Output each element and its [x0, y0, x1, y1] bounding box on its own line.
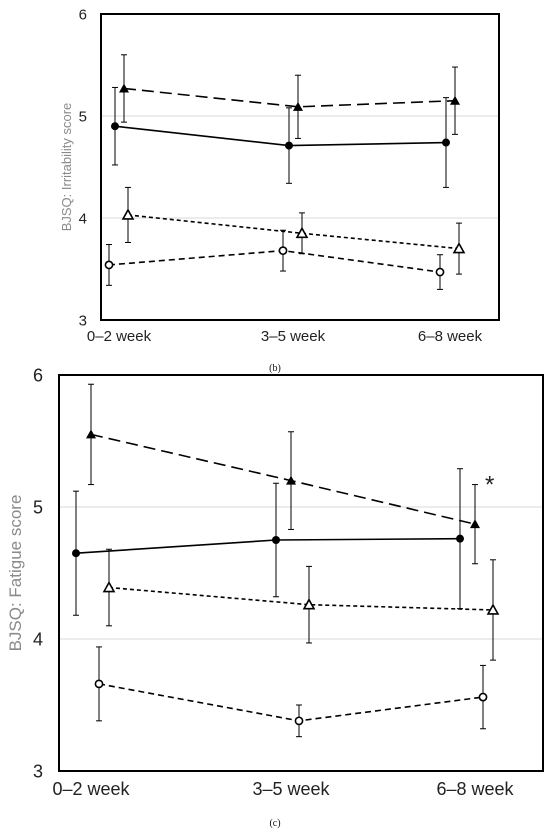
- y-tick-label: 3: [33, 761, 43, 781]
- significance-mark: *: [485, 472, 494, 499]
- series-group: [111, 86, 450, 188]
- data-point-marker: [272, 536, 280, 544]
- data-point-marker: [486, 603, 500, 615]
- x-category-label: 0–2 week: [52, 779, 130, 799]
- y-tick-label: 3: [79, 312, 87, 329]
- data-point-marker: [102, 580, 116, 593]
- data-point-marker: [72, 549, 80, 558]
- data-point-marker: [294, 716, 304, 726]
- y-tick-label: 6: [79, 6, 87, 23]
- plot-frame: [58, 374, 544, 772]
- panel-label: (c): [269, 818, 280, 829]
- series-line: [114, 125, 447, 147]
- data-point-marker: [104, 260, 114, 270]
- data-point-marker: [293, 101, 303, 111]
- data-point-marker: [478, 692, 488, 702]
- data-point-marker: [121, 208, 135, 220]
- data-point-marker: [295, 226, 309, 239]
- y-tick-label: 6: [33, 365, 43, 385]
- data-point-marker: [452, 241, 466, 254]
- data-point-marker: [86, 429, 96, 439]
- series-group: [119, 54, 460, 139]
- data-point-marker: [450, 95, 460, 105]
- y-axis-title: BJSQ: Fatigue score: [6, 495, 25, 652]
- y-tick-label: 4: [33, 629, 43, 649]
- y-tick-label: 5: [33, 497, 43, 517]
- series-group: [94, 646, 488, 738]
- chart-panel: 3 4 5 6 BJSQ: Fatigue score 0–2 week 3–5 week 6…: [6, 365, 544, 829]
- data-point-marker: [111, 122, 119, 131]
- chart-panel: 3 4 5 6 BJSQ: Irritability score 0–2 week 3–5 …: [59, 6, 500, 374]
- series-group: [121, 186, 466, 275]
- x-category-label: 6–8 week: [418, 328, 483, 345]
- data-point-marker: [119, 83, 129, 93]
- y-tick-label: 5: [79, 108, 87, 125]
- data-point-marker: [285, 141, 293, 150]
- series-line: [75, 537, 461, 554]
- x-category-label: 3–5 week: [261, 328, 326, 345]
- series-line: [127, 214, 460, 250]
- data-point-marker: [278, 246, 288, 256]
- y-axis-title: BJSQ: Irritability score: [59, 103, 74, 232]
- series-group: [102, 548, 500, 661]
- series-line: [90, 433, 476, 525]
- data-point-marker: [302, 598, 316, 610]
- series-group: [86, 383, 480, 565]
- x-category-label: 0–2 week: [87, 328, 152, 345]
- series-group: [72, 468, 464, 616]
- series-group: [104, 229, 445, 290]
- series-line: [108, 249, 441, 273]
- series-line: [123, 87, 456, 108]
- data-point-marker: [94, 679, 104, 689]
- data-point-marker: [435, 267, 445, 277]
- plot-frame: [100, 13, 500, 321]
- panel-label: (b): [269, 363, 281, 374]
- data-point-marker: [470, 519, 480, 529]
- data-point-marker: [456, 534, 464, 543]
- x-category-label: 3–5 week: [252, 779, 330, 799]
- series-line: [98, 683, 484, 722]
- data-point-marker: [286, 475, 296, 485]
- data-point-marker: [442, 138, 450, 147]
- series-line: [108, 586, 494, 611]
- y-tick-label: 4: [79, 210, 87, 227]
- x-category-label: 6–8 week: [436, 779, 514, 799]
